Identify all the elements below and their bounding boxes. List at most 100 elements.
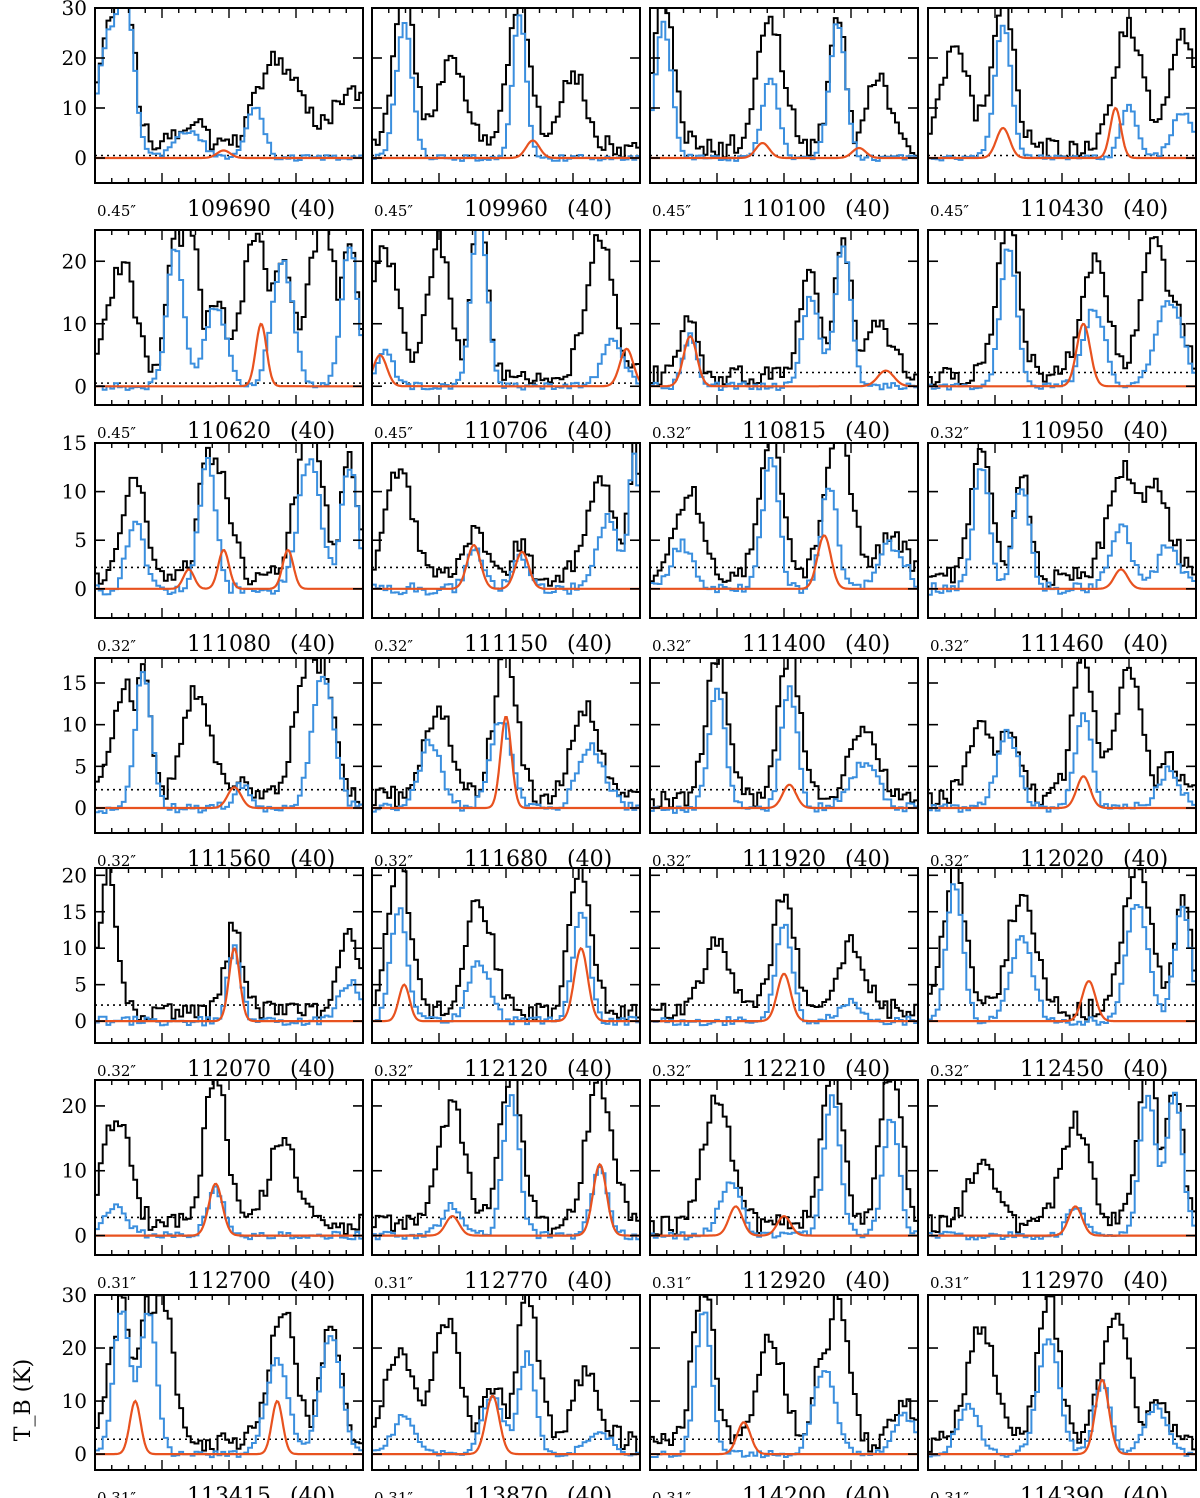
y-tick-label: 15 (62, 900, 87, 924)
panel-frame (649, 1079, 919, 1256)
observed-spectrum (650, 8, 918, 159)
frequency-label: 112070 (187, 1057, 271, 1082)
observed-spectrum (650, 893, 918, 1020)
plot-area (95, 658, 363, 814)
species-model-spectrum (928, 568, 1196, 590)
width-label: (40) (1123, 1057, 1168, 1082)
y-tick-label: 10 (62, 312, 87, 336)
species-model-spectrum (95, 947, 363, 1023)
width-label: (40) (845, 419, 890, 444)
resolution-label: 0.31″ (652, 1489, 691, 1498)
plot-area (650, 237, 918, 391)
panel-113415: 0 10 20 30 0.31″ 113415 (40) (62, 1283, 364, 1498)
plot-area (650, 8, 918, 162)
frequency-label: 110100 (742, 197, 826, 222)
observed-spectrum (95, 658, 363, 806)
y-axis-label: T_B (K) (11, 1359, 36, 1441)
full-model-spectrum (372, 722, 640, 813)
plot-area (928, 8, 1196, 162)
frequency-label: 112920 (742, 1269, 826, 1294)
panel-112450: 0.32″ 112450 (40) (927, 867, 1197, 1082)
full-model-spectrum (372, 1094, 640, 1241)
frequency-label: 110950 (1020, 419, 1104, 444)
observed-spectrum (372, 868, 640, 1022)
species-model-spectrum (650, 334, 918, 388)
panel-frame (371, 657, 641, 834)
width-label: (40) (290, 632, 335, 657)
panel-frame (927, 867, 1197, 1044)
observed-spectrum (95, 8, 363, 151)
resolution-label: 0.31″ (930, 1274, 969, 1292)
species-model-spectrum (928, 1205, 1196, 1237)
resolution-label: 0.31″ (374, 1274, 413, 1292)
width-label: (40) (845, 1269, 890, 1294)
full-model-spectrum (650, 1094, 918, 1241)
observed-spectrum (928, 1080, 1196, 1234)
species-model-spectrum (650, 142, 918, 160)
panel-112210: 0.32″ 112210 (40) (649, 867, 919, 1082)
observed-spectrum (650, 237, 918, 386)
species-model-spectrum (95, 548, 363, 590)
panel-frame (371, 867, 641, 1044)
y-tick-label: 0 (74, 374, 87, 398)
frequency-label: 114200 (742, 1484, 826, 1498)
panel-112970: 0.31″ 112970 (40) (927, 1079, 1197, 1294)
resolution-label: 0.32″ (930, 637, 969, 655)
resolution-label: 0.31″ (97, 1274, 136, 1292)
species-model-spectrum (372, 716, 640, 810)
panel-112770: 0.31″ 112770 (40) (371, 1079, 641, 1294)
width-label: (40) (290, 197, 335, 222)
frequency-label: 110620 (187, 419, 271, 444)
width-label: (40) (845, 1484, 890, 1498)
full-model-spectrum (650, 457, 918, 594)
frequency-label: 112970 (1020, 1269, 1104, 1294)
resolution-label: 0.32″ (97, 852, 136, 870)
observed-spectrum (650, 1295, 918, 1453)
observed-spectrum (372, 8, 640, 159)
frequency-label: 111400 (742, 632, 826, 657)
resolution-label: 0.32″ (930, 1062, 969, 1080)
full-model-spectrum (95, 1185, 363, 1241)
species-model-spectrum (95, 1182, 363, 1237)
plot-area (372, 1080, 640, 1241)
species-model-spectrum (372, 139, 640, 160)
y-tick-label: 20 (62, 863, 87, 887)
full-model-spectrum (95, 8, 363, 162)
resolution-label: 0.32″ (97, 637, 136, 655)
panel-112020: 0.32″ 112020 (40) (927, 657, 1197, 872)
species-model-spectrum (95, 786, 363, 810)
panel-109960: 0.45″ 109960 (40) (371, 7, 641, 222)
frequency-label: 112770 (464, 1269, 548, 1294)
observed-spectrum (372, 443, 640, 587)
full-model-spectrum (95, 671, 363, 814)
resolution-label: 0.32″ (374, 637, 413, 655)
plot-area (95, 1295, 363, 1459)
plot-area (95, 443, 363, 596)
frequency-label: 112210 (742, 1057, 826, 1082)
frequency-label: 112700 (187, 1269, 271, 1294)
observed-spectrum (928, 868, 1196, 1021)
full-model-spectrum (372, 230, 640, 391)
plot-area (372, 443, 640, 596)
frequency-label: 111460 (1020, 632, 1104, 657)
observed-spectrum (928, 8, 1196, 159)
frequency-label: 111080 (187, 632, 271, 657)
y-tick-label: 10 (62, 480, 87, 504)
full-model-spectrum (372, 1350, 640, 1458)
species-model-spectrum (95, 149, 363, 160)
species-model-spectrum (372, 1394, 640, 1456)
panel-frame (371, 442, 641, 619)
y-tick-label: 20 (62, 249, 87, 273)
full-model-spectrum (95, 944, 363, 1027)
panel-111400: 0.32″ 111400 (40) (649, 442, 919, 657)
y-tick-label: 0 (74, 1009, 87, 1033)
observed-spectrum (95, 1080, 363, 1235)
panel-109690: 0 10 20 30 0.45″ 109690 (40) (62, 0, 364, 222)
panel-112120: 0.32″ 112120 (40) (371, 867, 641, 1082)
plot-area (372, 1295, 640, 1458)
y-tick-label: 5 (74, 754, 87, 778)
plot-area (928, 1080, 1196, 1241)
